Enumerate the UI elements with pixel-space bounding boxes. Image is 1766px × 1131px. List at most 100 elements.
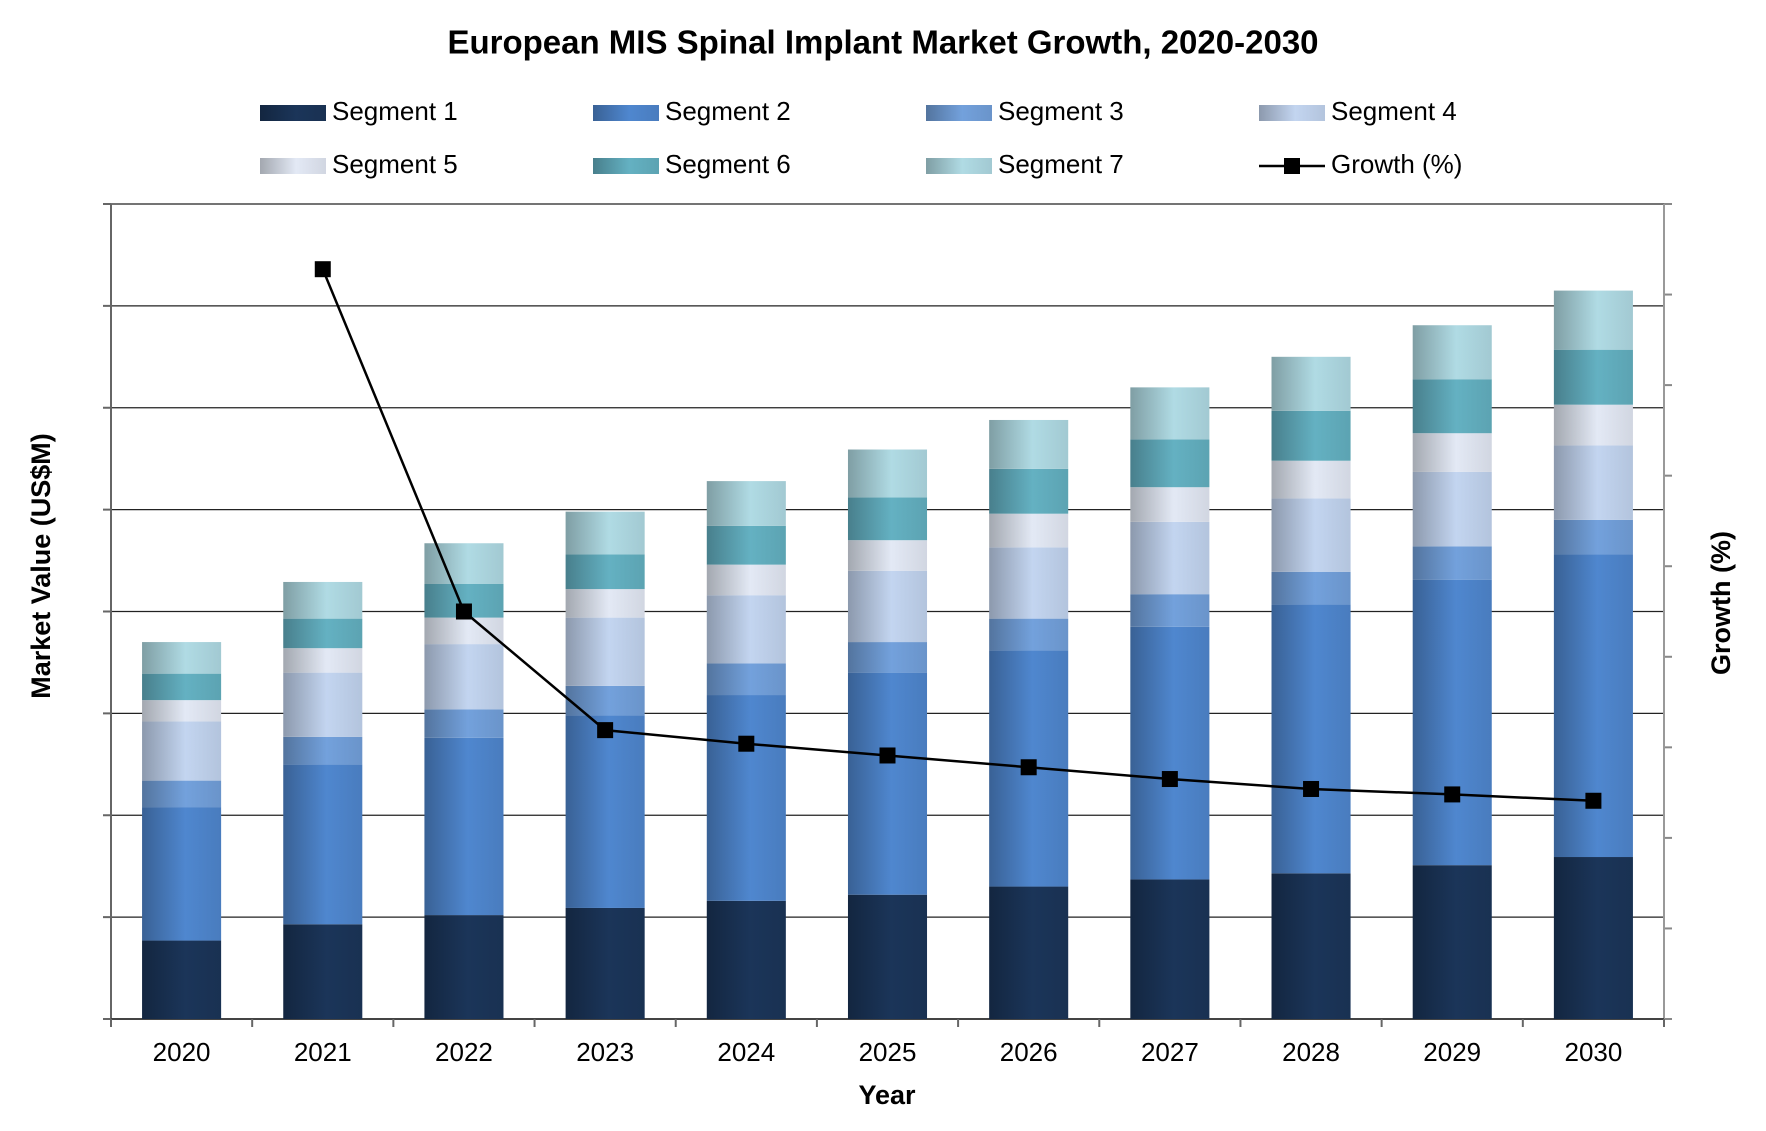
x-tick-label: 2028 bbox=[1282, 1037, 1340, 1067]
legend-swatch bbox=[926, 158, 992, 174]
bar-segment bbox=[142, 700, 222, 722]
legend-swatch bbox=[1259, 105, 1325, 121]
bar-segment bbox=[565, 589, 645, 618]
bar-segment bbox=[989, 419, 1069, 469]
bar-segment bbox=[283, 672, 363, 737]
bar-segment bbox=[283, 648, 363, 673]
growth-marker bbox=[1303, 780, 1320, 797]
bar-segment bbox=[1271, 873, 1351, 1019]
bar-segment bbox=[847, 449, 928, 498]
bar-segment bbox=[565, 715, 645, 908]
bar-segment bbox=[1130, 626, 1210, 880]
x-tick-label: 2021 bbox=[294, 1037, 352, 1067]
bar-segment bbox=[142, 780, 222, 808]
bar-segment bbox=[1553, 554, 1633, 858]
bar-segment bbox=[706, 663, 786, 696]
bar-segment bbox=[706, 481, 786, 526]
bar-segment bbox=[1412, 546, 1492, 580]
y2-axis-title: Growth (%) bbox=[1706, 531, 1736, 675]
bar-segment bbox=[142, 940, 222, 1019]
bar-segment bbox=[1553, 290, 1633, 350]
bar-segment bbox=[847, 894, 928, 1019]
bar-segment bbox=[283, 736, 363, 765]
bar-segment bbox=[1553, 404, 1633, 446]
growth-marker bbox=[1585, 792, 1602, 809]
bar-segment bbox=[989, 886, 1069, 1019]
legend-label: Segment 5 bbox=[332, 149, 458, 179]
growth-marker bbox=[738, 735, 755, 752]
bar-segment bbox=[283, 618, 363, 649]
bar-segment bbox=[1130, 387, 1210, 440]
growth-marker bbox=[314, 261, 331, 278]
y-axis-title: Market Value (US$M) bbox=[26, 433, 56, 699]
bar-segment bbox=[1412, 865, 1492, 1019]
legend-label: Growth (%) bbox=[1331, 149, 1462, 179]
bar-segment bbox=[142, 642, 222, 674]
bar-segment bbox=[1553, 857, 1633, 1019]
legend-swatch bbox=[926, 105, 992, 121]
bar-segment bbox=[1130, 487, 1210, 522]
bar-segment bbox=[989, 618, 1069, 651]
bar-segment bbox=[989, 547, 1069, 619]
chart-title: European MIS Spinal Implant Market Growt… bbox=[447, 24, 1318, 61]
bar-segment bbox=[1271, 356, 1351, 411]
growth-marker bbox=[455, 603, 472, 620]
growth-marker bbox=[597, 722, 614, 739]
bar-segment bbox=[283, 764, 363, 925]
legend-label: Segment 6 bbox=[665, 149, 791, 179]
bar-segment bbox=[283, 581, 363, 619]
legend-swatch bbox=[1284, 158, 1300, 174]
legend-label: Segment 4 bbox=[1331, 96, 1457, 126]
legend-swatch bbox=[260, 158, 326, 174]
growth-marker bbox=[1020, 759, 1037, 776]
x-tick-label: 2030 bbox=[1564, 1037, 1622, 1067]
bar-segment bbox=[1553, 349, 1633, 405]
x-tick-label: 2026 bbox=[1000, 1037, 1058, 1067]
bar-segment bbox=[1553, 519, 1633, 555]
bar-segment bbox=[847, 642, 928, 673]
x-tick-label: 2027 bbox=[1141, 1037, 1199, 1067]
bar-segment bbox=[565, 907, 645, 1019]
legend-swatch bbox=[260, 105, 326, 121]
x-tick-label: 2020 bbox=[153, 1037, 211, 1067]
x-tick-label: 2023 bbox=[576, 1037, 634, 1067]
legend-label: Segment 2 bbox=[665, 96, 791, 126]
x-axis-title: Year bbox=[858, 1080, 916, 1110]
bar-segment bbox=[424, 543, 504, 584]
bar-segment bbox=[424, 644, 504, 710]
bar-segment bbox=[1271, 604, 1351, 874]
growth-line bbox=[321, 268, 1594, 803]
bar-segment bbox=[142, 721, 222, 781]
bar-segment bbox=[1412, 471, 1492, 547]
growth-marker bbox=[1444, 786, 1461, 803]
x-tick-label: 2022 bbox=[435, 1037, 493, 1067]
growth-marker bbox=[1161, 771, 1178, 788]
bar-segment bbox=[424, 617, 504, 645]
x-tick-label: 2025 bbox=[859, 1037, 917, 1067]
bar-segment bbox=[283, 924, 363, 1019]
legend-label: Segment 1 bbox=[332, 96, 458, 126]
bar-segment bbox=[142, 807, 222, 941]
bar-segment bbox=[142, 673, 222, 701]
x-tick-label: 2024 bbox=[717, 1037, 775, 1067]
bar-segment bbox=[1130, 521, 1210, 595]
x-tick-label: 2029 bbox=[1423, 1037, 1481, 1067]
bar-segment bbox=[1412, 379, 1492, 434]
growth-marker bbox=[879, 747, 896, 764]
bar-segment bbox=[1412, 433, 1492, 472]
bar-segment bbox=[706, 595, 786, 664]
bar-segment bbox=[565, 511, 645, 555]
bar-segment bbox=[1130, 594, 1210, 627]
bar-segment bbox=[706, 564, 786, 596]
legend-label: Segment 7 bbox=[998, 149, 1124, 179]
bar-segment bbox=[424, 737, 504, 916]
bar-segment bbox=[424, 709, 504, 738]
bar-segment bbox=[847, 570, 928, 643]
bar-segment bbox=[1553, 445, 1633, 520]
bar-segment bbox=[1271, 498, 1351, 572]
legend-label: Segment 3 bbox=[998, 96, 1124, 126]
bar-segment bbox=[847, 497, 928, 541]
bar-segment bbox=[1412, 325, 1492, 380]
bar-segment bbox=[1130, 879, 1210, 1019]
